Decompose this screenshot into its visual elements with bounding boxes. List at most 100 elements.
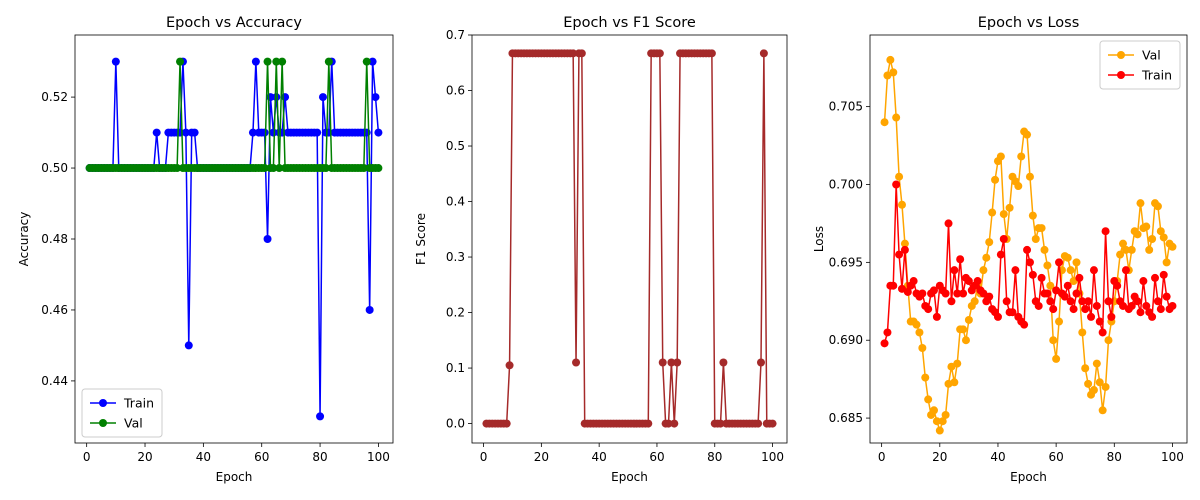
legend-marker	[1117, 51, 1125, 59]
data-point	[1075, 273, 1084, 282]
data-point	[1031, 235, 1040, 243]
x-tick-label: 60	[1048, 450, 1063, 464]
y-tick-label: 0.705	[829, 100, 863, 114]
legend-label: Train	[1141, 68, 1172, 83]
y-tick-label: 0.1	[446, 361, 465, 375]
legend-marker	[99, 419, 107, 427]
subplot-3: Epoch vs Loss 0 20 40 60 80 100 0.685 0.690 0.695…	[812, 15, 1188, 484]
data-point	[1025, 258, 1034, 267]
data-point	[1028, 211, 1037, 220]
data-point	[251, 57, 260, 66]
y-tick-label: 0.685	[829, 411, 863, 425]
data-point	[1095, 317, 1104, 326]
data-point	[1153, 297, 1162, 306]
x-tick-label: 40	[990, 450, 1005, 464]
data-point	[1104, 336, 1113, 345]
data-point	[1127, 245, 1136, 254]
data-point	[924, 395, 933, 404]
data-point	[1162, 258, 1171, 267]
data-point	[569, 49, 578, 58]
data-point	[1081, 364, 1090, 373]
data-point	[1116, 250, 1125, 259]
plot-frame	[74, 34, 394, 444]
data-point	[996, 250, 1005, 259]
data-point	[673, 358, 682, 367]
data-point	[260, 164, 269, 173]
data-point	[935, 426, 944, 435]
series-val	[85, 57, 383, 173]
x-tick-label: 0	[878, 450, 886, 464]
data-point	[918, 289, 927, 298]
data-point	[880, 118, 889, 127]
data-point	[964, 277, 973, 286]
x-tick-label: 40	[196, 450, 211, 464]
y-tick-label: 0.6	[446, 84, 465, 98]
data-point	[889, 68, 898, 77]
data-point	[1133, 230, 1142, 239]
data-point	[505, 361, 514, 370]
x-tick-label: 0	[83, 450, 91, 464]
x-tick-label: 20	[932, 450, 947, 464]
data-point	[970, 297, 979, 306]
x-tick-label: 80	[312, 450, 327, 464]
data-point	[973, 277, 982, 286]
data-point	[1017, 152, 1026, 161]
data-point	[953, 359, 962, 368]
data-point	[1072, 258, 1081, 267]
data-point	[988, 208, 997, 217]
series-train	[85, 57, 383, 421]
data-point	[1040, 245, 1049, 254]
x-tick-label: 80	[707, 450, 722, 464]
data-point	[371, 93, 380, 102]
data-point	[892, 180, 901, 189]
y-tick-label: 0.690	[829, 333, 863, 347]
data-point	[1046, 297, 1055, 306]
series-line	[89, 60, 379, 169]
data-point	[895, 172, 904, 181]
x-tick-label: 100	[1161, 450, 1184, 464]
data-point	[1101, 227, 1110, 236]
data-point	[1107, 312, 1116, 321]
data-point	[956, 255, 965, 264]
data-point	[886, 55, 895, 64]
data-point	[111, 57, 120, 66]
data-point	[1151, 273, 1160, 282]
data-point	[1078, 297, 1087, 306]
data-point	[1043, 261, 1052, 270]
data-point	[1014, 182, 1023, 191]
data-point	[1148, 312, 1157, 321]
y-tick-label: 0.44	[41, 374, 68, 388]
plot-frame	[869, 34, 1188, 444]
data-point	[1055, 258, 1064, 267]
chart-title: Epoch vs Accuracy	[166, 15, 302, 31]
data-point	[1113, 281, 1122, 290]
data-point	[275, 164, 284, 173]
data-point	[929, 286, 938, 295]
data-point	[1121, 245, 1130, 254]
data-point	[719, 358, 728, 367]
data-point	[152, 128, 161, 137]
y-tick-label: 0.7	[446, 28, 465, 42]
data-point	[1159, 233, 1168, 242]
chart-title: Epoch vs Loss	[978, 15, 1080, 31]
data-point	[892, 113, 901, 122]
data-point	[979, 266, 988, 275]
data-point	[272, 57, 281, 66]
data-point	[1063, 281, 1072, 290]
data-point	[667, 358, 676, 367]
y-tick-label: 0.0	[446, 417, 465, 431]
subplot-2: Epoch vs F1 Score 0 20 40 60 80 100 0.0 0.1 0.2 0.…	[414, 15, 788, 484]
data-point	[1037, 273, 1046, 282]
data-point	[1046, 281, 1055, 290]
data-point	[1139, 277, 1148, 286]
data-point	[1168, 242, 1177, 251]
data-point	[912, 320, 921, 329]
data-point	[883, 328, 892, 337]
data-point	[999, 235, 1008, 243]
series-val	[880, 55, 1177, 435]
data-point	[895, 250, 904, 259]
data-point	[915, 328, 924, 337]
y-tick-label: 0.50	[41, 161, 68, 175]
data-point	[1043, 289, 1052, 298]
